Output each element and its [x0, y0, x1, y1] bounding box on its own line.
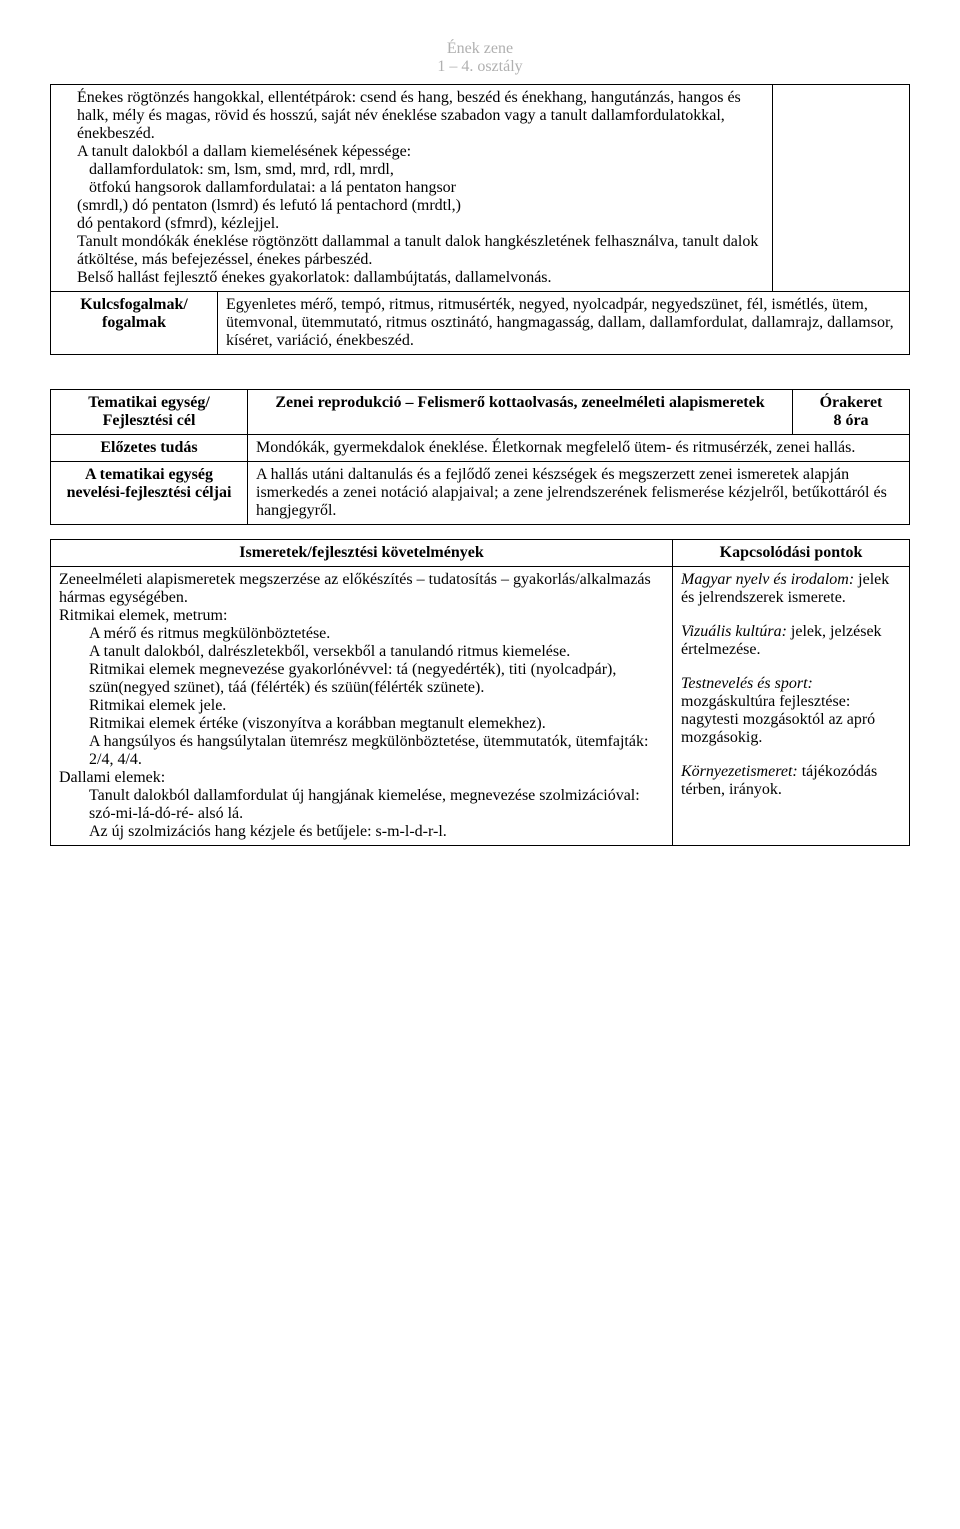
orakeret-value: 8 óra [833, 412, 868, 429]
b1-p7: Tanult mondókák éneklése rögtönzött dall… [59, 233, 764, 269]
b3r-3a: Testnevelés és sport: [681, 675, 813, 692]
b3r-1a: Magyar nyelv és irodalom: [681, 571, 854, 588]
b3r-3: Testnevelés és sport: mozgáskultúra fejl… [681, 675, 901, 747]
header-line2: 1 – 4. osztály [50, 58, 910, 76]
b1-p3: dallamfordulatok: sm, lsm, smd, mrd, rdl… [59, 161, 764, 179]
orakeret-label: Órakeret [820, 394, 883, 411]
b3l-p9: Dallami elemek: [59, 769, 664, 787]
b3l-p5: Ritmikai elemek megnevezése gyakorlónévv… [59, 661, 664, 697]
b3l-p6: Ritmikai elemek jele. [59, 697, 664, 715]
b2-r3c1: A tematikai egység nevelési-fejlesztési … [51, 462, 248, 525]
table-block3: Ismeretek/fejlesztési követelmények Kapc… [50, 539, 910, 846]
b3r-2a: Vizuális kultúra: [681, 623, 787, 640]
b3l-p10: Tanult dalokból dallamfordulat új hangjá… [59, 787, 664, 823]
b3l-p4: A tanult dalokból, dalrészletekből, vers… [59, 643, 664, 661]
block1-empty-cell [773, 85, 910, 292]
b1-p2: A tanult dalokból a dallam kiemelésének … [59, 143, 764, 161]
b2-r2c1: Előzetes tudás [51, 435, 248, 462]
b3l-p7: Ritmikai elemek értéke (viszonyítva a ko… [59, 715, 664, 733]
block1-content-cell: Énekes rögtönzés hangokkal, ellentétpáro… [51, 85, 773, 292]
b3r-3b: mozgáskultúra fejlesztése: nagytesti moz… [681, 693, 875, 746]
b3l-p3: A mérő és ritmus megkülönböztetése. [59, 625, 664, 643]
b3-h2: Kapcsolódási pontok [673, 540, 910, 567]
b1-p6: dó pentakord (sfmrd), kézlejjel. [59, 215, 764, 233]
b3-left: Zeneelméleti alapismeretek megszerzése a… [51, 567, 673, 846]
b2-r1c1: Tematikai egység/ Fejlesztési cél [51, 390, 248, 435]
b3r-1: Magyar nyelv és irodalom: jelek és jelre… [681, 571, 901, 607]
b1-p1: Énekes rögtönzés hangokkal, ellentétpáro… [59, 89, 764, 143]
table-block1: Énekes rögtönzés hangokkal, ellentétpáro… [50, 84, 910, 355]
b3l-p2: Ritmikai elemek, metrum: [59, 607, 664, 625]
b1-p8: Belső hallást fejlesztő énekes gyakorlat… [59, 269, 764, 287]
b2-r1c3: Órakeret 8 óra [793, 390, 910, 435]
b3l-p11: Az új szolmizációs hang kézjele és betűj… [59, 823, 664, 841]
kulcsfogalmak-text: Egyenletes mérő, tempó, ritmus, ritmusér… [218, 292, 910, 355]
b3l-p1: Zeneelméleti alapismeretek megszerzése a… [59, 571, 664, 607]
b3r-4: Környezetismeret: tájékozódás térben, ir… [681, 763, 901, 799]
b2-r3c2: A hallás utáni daltanulás és a fejlődő z… [248, 462, 910, 525]
b3-h1: Ismeretek/fejlesztési követelmények [51, 540, 673, 567]
header-line1: Ének zene [50, 40, 910, 58]
kulcsfogalmak-label: Kulcsfogalmak/ fogalmak [51, 292, 218, 355]
b3r-4a: Környezetismeret: [681, 763, 798, 780]
b3-right: Magyar nyelv és irodalom: jelek és jelre… [673, 567, 910, 846]
b3l-p8: A hangsúlyos és hangsúlytalan ütemrész m… [59, 733, 664, 769]
b2-r2c2: Mondókák, gyermekdalok éneklése. Életkor… [248, 435, 910, 462]
page-header: Ének zene 1 – 4. osztály [50, 40, 910, 76]
table-block2: Tematikai egység/ Fejlesztési cél Zenei … [50, 389, 910, 525]
b3r-2: Vizuális kultúra: jelek, jelzések értelm… [681, 623, 901, 659]
b1-p4: ötfokú hangsorok dallamfordulatai: a lá … [59, 179, 764, 197]
b1-p5: (smrdl,) dó pentaton (lsmrd) és lefutó l… [59, 197, 764, 215]
b2-r1c2: Zenei reprodukció – Felismerő kottaolvas… [248, 390, 793, 435]
